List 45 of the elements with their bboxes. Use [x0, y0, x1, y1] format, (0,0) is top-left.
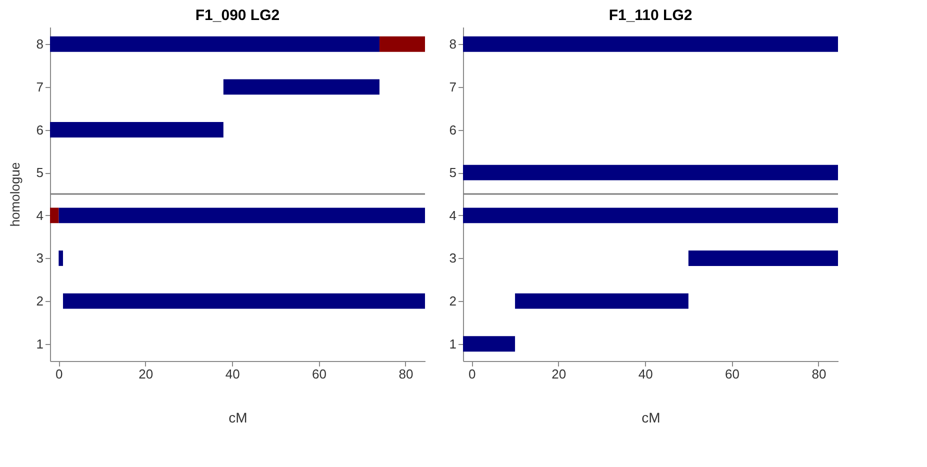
x-tick-label: 20 — [138, 366, 154, 382]
chart-title: F1_110 LG2 — [608, 7, 692, 24]
x-tick-label: 60 — [725, 366, 740, 382]
x-tick-label: 80 — [812, 366, 826, 382]
bar — [50, 36, 380, 52]
x-tick-label: 40 — [638, 366, 653, 382]
y-tick-label: 5 — [36, 165, 44, 180]
bar — [223, 79, 380, 95]
y-tick-label: 2 — [449, 294, 456, 309]
bar — [463, 208, 838, 224]
bar — [515, 293, 688, 309]
x-axis-title: cM — [642, 410, 660, 426]
y-tick-label: 4 — [449, 208, 456, 223]
bar — [379, 36, 425, 52]
y-tick-label: 7 — [449, 79, 456, 94]
bar — [63, 293, 425, 309]
y-axis-title: homologue — [7, 162, 22, 227]
x-tick-label: 0 — [468, 366, 476, 382]
bar — [58, 250, 64, 266]
y-tick-label: 6 — [449, 122, 456, 138]
y-tick-label: 3 — [36, 250, 44, 266]
x-tick-label: 80 — [398, 366, 414, 382]
x-tick-label: 60 — [312, 366, 327, 382]
y-tick-label: 2 — [36, 294, 44, 309]
y-tick-label: 7 — [36, 79, 44, 94]
y-tick-label: 5 — [449, 165, 456, 180]
x-tick-label: 0 — [56, 366, 63, 382]
bar — [463, 336, 516, 352]
chart-title: F1_090 LG2 — [195, 7, 280, 24]
y-tick-label: 1 — [449, 336, 456, 352]
x-axis-title: cM — [228, 410, 248, 426]
bar — [58, 208, 425, 224]
y-tick-label: 8 — [36, 36, 44, 52]
x-tick-label: 40 — [225, 366, 240, 382]
x-tick-label: 20 — [552, 366, 566, 382]
bar — [463, 36, 838, 52]
bar — [463, 164, 838, 180]
bar — [50, 122, 224, 138]
y-tick-label: 4 — [36, 208, 44, 223]
y-tick-label: 3 — [449, 250, 456, 266]
bar — [50, 208, 59, 224]
y-tick-label: 1 — [36, 336, 44, 352]
y-tick-label: 6 — [36, 122, 44, 138]
bar — [688, 250, 838, 266]
y-tick-label: 8 — [449, 36, 456, 52]
